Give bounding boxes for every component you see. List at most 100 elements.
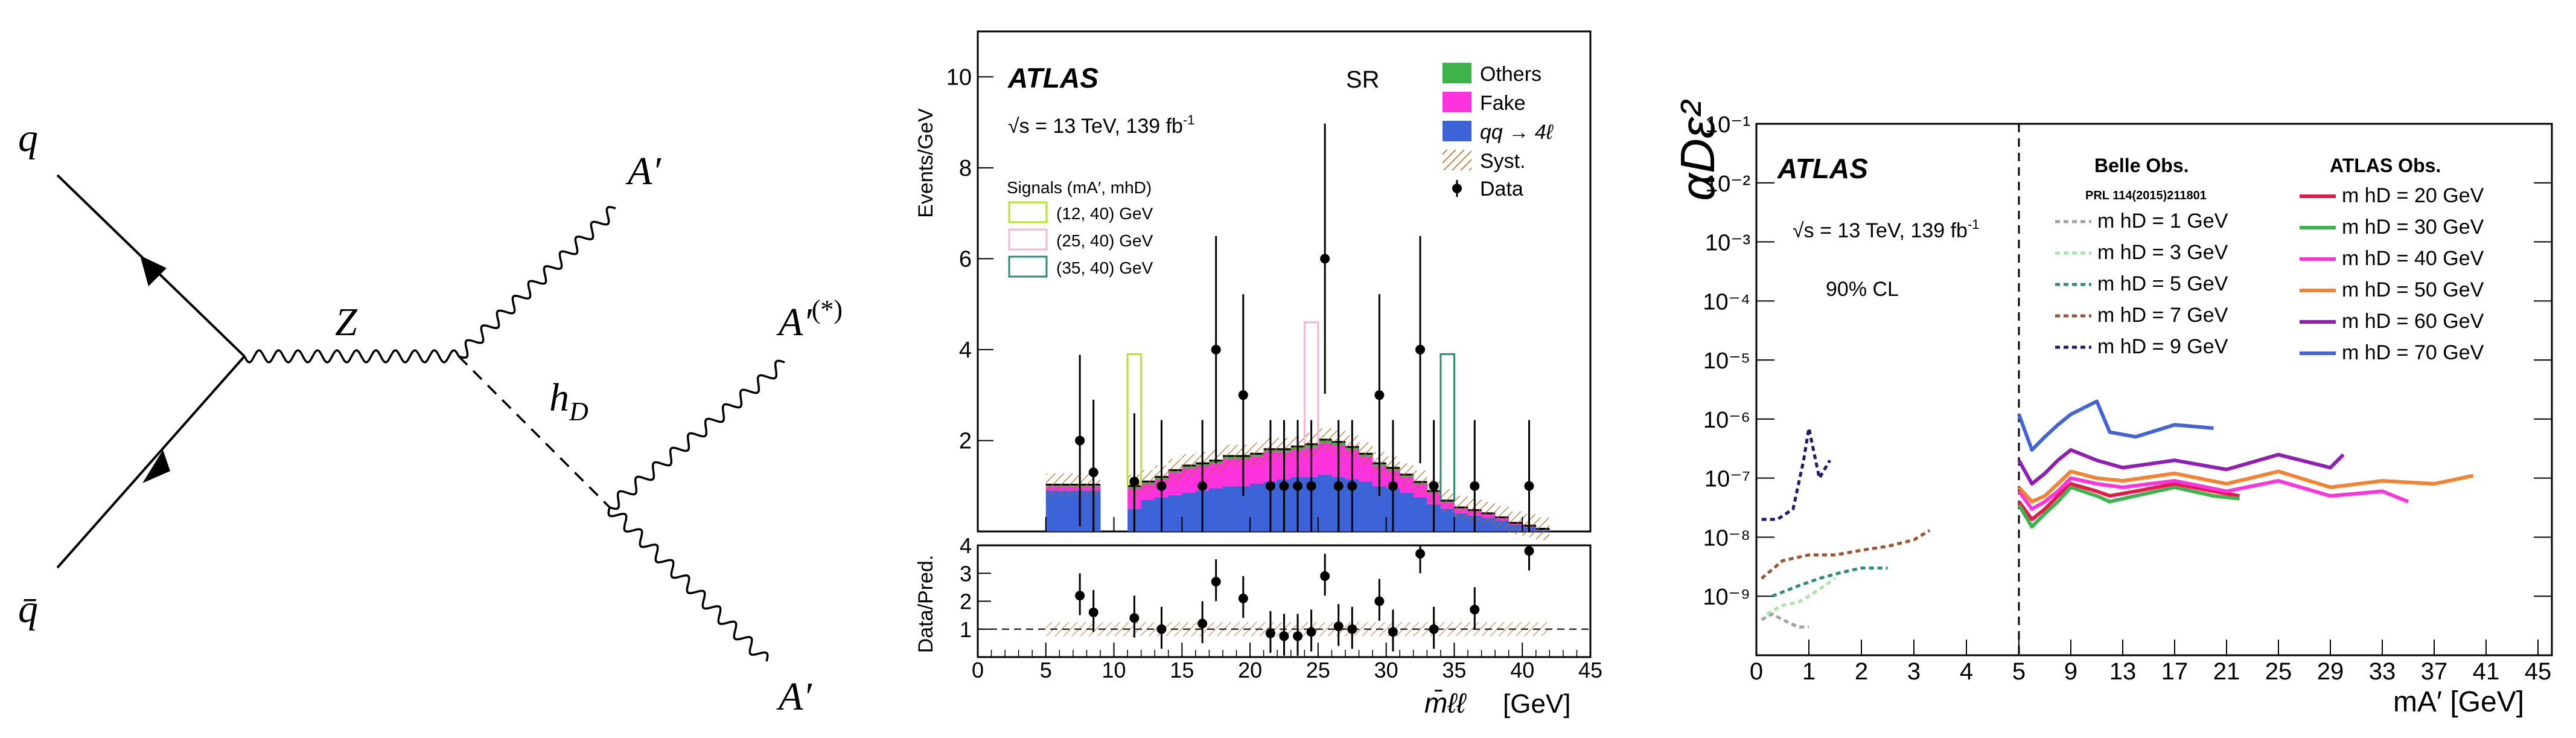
limit-curve-m70 xyxy=(2017,399,2214,452)
x-axis-unit: [GeV] xyxy=(1503,689,1571,719)
legend-sig12-label: (12, 40) GeV xyxy=(1056,204,1153,223)
limit-x-tick-label-r-41: 41 xyxy=(2473,658,2500,685)
legend-qq4l-swatch xyxy=(1443,121,1471,141)
syst-band-10 xyxy=(1223,444,1237,467)
limit-x-tick-label-r-25: 25 xyxy=(2265,658,2292,685)
sr-label: SR xyxy=(1346,66,1380,93)
bar-qq4l-7 xyxy=(1182,493,1196,531)
limit-x-axis-label: mA′ [GeV] xyxy=(2393,686,2524,718)
signal-hist-1 xyxy=(1303,321,1319,444)
data-point-1 xyxy=(1088,467,1098,478)
x-tick-label-20: 20 xyxy=(1238,658,1262,682)
legend-data-label: Data xyxy=(1480,178,1523,201)
limit-legend: m hD = 1 GeV m hD = 3 GeV m hD = 5 GeV m hD… xyxy=(2055,184,2484,364)
belle-legend-label-3: m hD = 7 GeV xyxy=(2097,304,2228,327)
ratio-point-5 xyxy=(1211,577,1221,587)
ratio-point-7 xyxy=(1265,628,1275,638)
label-hd: hD xyxy=(549,376,588,426)
syst-band-31 xyxy=(1508,511,1523,534)
exclusion-limit-plot: 10⁻⁹ 10⁻⁸ 10⁻⁷ 10⁻⁶ 10⁻⁵ 10⁻⁴ 10⁻³ 10⁻² 10⁻¹ 0 1 2 3… xyxy=(1671,100,2553,718)
antiquark-arrow-icon xyxy=(142,450,170,483)
data-point-4 xyxy=(1197,481,1208,491)
label-q: q xyxy=(18,116,38,160)
data-point-19 xyxy=(1524,481,1534,491)
limit-x-tick-label-r-13: 13 xyxy=(2109,658,2137,685)
legend-fake-label: Fake xyxy=(1480,92,1526,115)
x-tick-label-40: 40 xyxy=(1510,658,1534,682)
limit-y-tick-label-4: 10⁻⁵ xyxy=(1703,348,1750,374)
syst-band-23 xyxy=(1400,463,1414,486)
data-point-13 xyxy=(1347,481,1357,491)
syst-band-1 xyxy=(1073,473,1100,496)
atlas-legend-label-3: m hD = 50 GeV xyxy=(2342,278,2484,301)
limit-curve-b7 xyxy=(1761,529,1931,580)
limit-x-tick-label-r-33: 33 xyxy=(2369,658,2396,685)
dark-higgs-line xyxy=(457,355,611,509)
bar-qq4l-11 xyxy=(1236,486,1251,531)
limit-x-tick-label-l-0: 0 xyxy=(1750,658,1763,685)
data-point-14 xyxy=(1374,390,1385,400)
ratio-point-13 xyxy=(1347,624,1357,634)
y-tick-label-8: 8 xyxy=(959,156,972,181)
belle-legend-label-2: m hD = 5 GeV xyxy=(2097,272,2228,295)
ratio-tick-label-1: 1 xyxy=(960,617,972,642)
x-tick-label-30: 30 xyxy=(1374,658,1398,682)
data-point-18 xyxy=(1470,481,1480,491)
legend-syst-swatch xyxy=(1443,150,1471,170)
data-point-7 xyxy=(1265,481,1275,491)
limit-curve-m30 xyxy=(2017,485,2240,529)
limit-curve-m50 xyxy=(2017,469,2474,504)
limit-y-tick-label-1: 10⁻⁸ xyxy=(1703,525,1750,551)
legend-others-label: Others xyxy=(1480,63,1541,86)
ratio-point-19 xyxy=(1524,546,1534,556)
syst-band-6 xyxy=(1168,458,1182,482)
label-qbar: q̄ xyxy=(18,587,38,631)
data-point-15 xyxy=(1388,481,1398,491)
y-tick-label-4: 4 xyxy=(959,338,972,363)
limit-curve-b9 xyxy=(1761,426,1831,521)
syst-band-7 xyxy=(1182,454,1196,477)
limit-curve-m60 xyxy=(2017,448,2345,486)
syst-band-12 xyxy=(1250,442,1264,466)
feynman-diagram: q q̄ Z hD A′ A′(*) A′ xyxy=(18,116,843,719)
data-point-8 xyxy=(1279,481,1289,491)
atlas-legend-label-0: m hD = 20 GeV xyxy=(2342,184,2484,207)
syst-band-20 xyxy=(1359,442,1373,466)
data-points xyxy=(1075,123,1534,531)
limit-x-tick-label-l-2: 2 xyxy=(1855,658,1868,685)
x-tick-label-15: 15 xyxy=(1170,658,1194,682)
belle-legend-label-4: m hD = 9 GeV xyxy=(2097,335,2228,358)
limit-x-tick-label-r-9: 9 xyxy=(2064,658,2077,685)
dark-photon-line-1 xyxy=(458,206,616,359)
belle-legend-label-1: m hD = 3 GeV xyxy=(2097,241,2228,264)
limit-axis-ticks: 10⁻⁹ 10⁻⁸ 10⁻⁷ 10⁻⁶ 10⁻⁵ 10⁻⁴ 10⁻³ 10⁻² 10⁻¹ 0 1 2 3… xyxy=(1703,112,2552,685)
limit-curve-m40 xyxy=(2017,476,2409,511)
ratio-point-3 xyxy=(1156,624,1167,634)
bar-qq4l-0 xyxy=(1045,490,1074,531)
data-point-10 xyxy=(1306,481,1316,491)
ratio-point-11 xyxy=(1320,571,1330,581)
ratio-point-12 xyxy=(1333,621,1344,632)
atlas-legend-label-1: m hD = 30 GeV xyxy=(2342,216,2484,239)
dark-photon-line-3 xyxy=(607,507,769,662)
limit-curve-b1 xyxy=(1761,612,1809,629)
bar-qq4l-26 xyxy=(1440,509,1455,531)
data-point-6 xyxy=(1238,390,1248,400)
legend-fake-swatch xyxy=(1443,92,1471,112)
ratio-tick-label-3: 3 xyxy=(960,561,972,586)
energy-label: √s = 13 TeV, 139 fb-1 xyxy=(1008,112,1195,138)
label-z: Z xyxy=(335,300,358,344)
legend-others-swatch xyxy=(1443,63,1471,83)
limit-atlas-label: ATLAS xyxy=(1777,153,1868,184)
ratio-point-8 xyxy=(1279,631,1289,641)
signal-hist-0 xyxy=(1126,353,1143,486)
y-tick-label-2: 2 xyxy=(959,428,972,454)
ratio-point-15 xyxy=(1388,627,1398,637)
syst-band-33 xyxy=(1535,517,1550,541)
limit-curve-b5 xyxy=(1771,566,1888,598)
limit-y-tick-label-8: 10⁻¹ xyxy=(1705,112,1750,138)
limit-x-tick-label-r-37: 37 xyxy=(2421,658,2448,685)
limit-y-tick-label-7: 10⁻² xyxy=(1705,172,1750,197)
